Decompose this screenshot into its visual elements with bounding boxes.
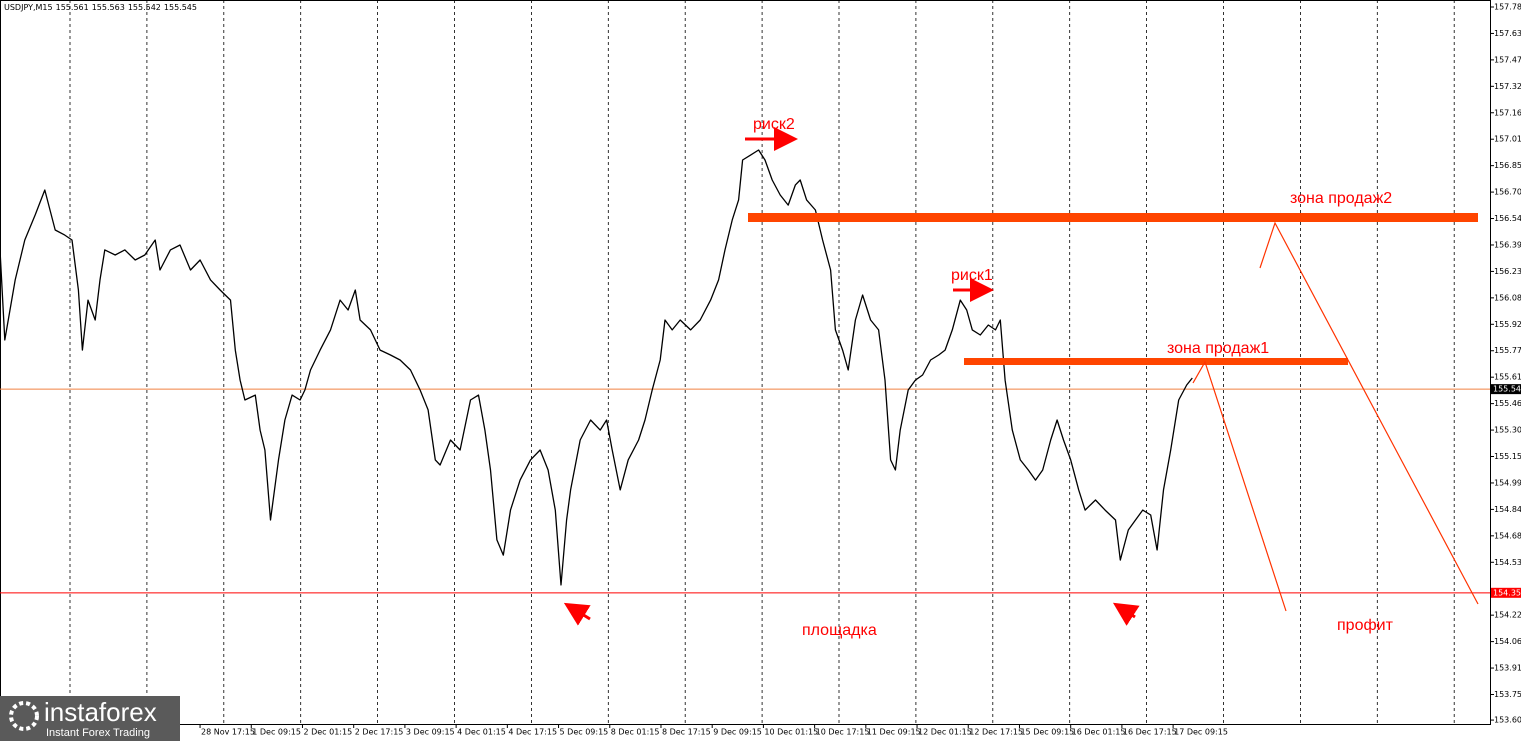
- sell-zone-1: [964, 358, 1348, 365]
- sell-zone-2: [748, 213, 1478, 222]
- y-tick-label: 154.685: [1494, 531, 1521, 540]
- y-tick-label: 155.460: [1494, 399, 1521, 408]
- y-tick-label: 156.855: [1494, 161, 1521, 170]
- x-tick-label: 17 Dec 09:15: [1174, 728, 1228, 737]
- x-tick-label: 10 Dec 17:15: [816, 728, 870, 737]
- y-tick-label: 154.220: [1494, 611, 1521, 620]
- y-tick-label: 154.530: [1494, 558, 1521, 567]
- y-tick-label: 154.065: [1494, 637, 1521, 646]
- x-tick-label: 1 Dec 09:15: [252, 728, 301, 737]
- ohlc-value: 155.561: [55, 3, 89, 12]
- profit-path: [1192, 360, 1287, 612]
- y-tick-label: 156.390: [1494, 240, 1521, 249]
- y-tick-label: 157.010: [1494, 135, 1521, 144]
- x-tick-label: 16 Dec 17:15: [1123, 728, 1177, 737]
- x-tick-label: 2 Dec 01:15: [303, 728, 352, 737]
- watermark: instaforex Instant Forex Trading: [0, 696, 180, 741]
- y-tick-label: 155.615: [1494, 373, 1521, 382]
- x-tick-label: 12 Dec 17:15: [969, 728, 1023, 737]
- y-tick-label: 153.755: [1494, 690, 1521, 699]
- x-tick-label: 9 Dec 09:15: [713, 728, 762, 737]
- y-tick-label: 157.630: [1494, 29, 1521, 38]
- support-arrow: [1112, 602, 1140, 626]
- x-tick-label: 10 Dec 01:15: [764, 728, 818, 737]
- y-tick-label: 154.995: [1494, 478, 1521, 487]
- x-tick-label: 12 Dec 01:15: [918, 728, 972, 737]
- annotation: площадка: [802, 622, 877, 639]
- annotation: профит: [1337, 617, 1394, 634]
- y-tick-label: 155.925: [1494, 320, 1521, 329]
- ohlc-value: 155.563: [91, 3, 125, 12]
- support-arrow: [563, 602, 591, 626]
- ohlc-value: 155.542: [127, 3, 161, 12]
- y-tick-label: 155.770: [1494, 346, 1521, 355]
- x-tick-label: 3 Dec 09:15: [406, 728, 455, 737]
- profit-path: [1259, 221, 1479, 605]
- x-tick-label: 8 Dec 17:15: [662, 728, 711, 737]
- price-box: [1491, 587, 1521, 598]
- y-tick-label: 157.320: [1494, 82, 1521, 91]
- x-tick-label: 28 Nov 17:15: [201, 728, 255, 737]
- y-tick-label: 156.700: [1494, 188, 1521, 197]
- price-label: 155.545: [1493, 385, 1521, 394]
- y-tick-label: 153.910: [1494, 664, 1521, 673]
- price-line: [0, 149, 1193, 586]
- y-tick-label: 157.165: [1494, 108, 1521, 117]
- annotation: риск2: [753, 116, 795, 133]
- y-tick-label: 153.605: [1494, 716, 1521, 725]
- tagline: Instant Forex Trading: [46, 727, 150, 739]
- x-tick-label: 4 Dec 01:15: [457, 728, 506, 737]
- y-tick-label: 157.785: [1494, 2, 1521, 11]
- x-tick-label: 4 Dec 17:15: [508, 728, 557, 737]
- y-tick-label: 154.840: [1494, 505, 1521, 514]
- y-tick-label: 156.080: [1494, 293, 1521, 302]
- annotation: риск1: [951, 267, 993, 284]
- price-box: [1491, 384, 1521, 395]
- y-tick-label: 157.475: [1494, 55, 1521, 64]
- x-tick-label: 2 Dec 17:15: [355, 728, 404, 737]
- x-tick-label: 5 Dec 09:15: [560, 728, 609, 737]
- y-tick-label: 156.545: [1494, 214, 1521, 223]
- x-tick-label: 8 Dec 01:15: [611, 728, 660, 737]
- x-tick-label: 11 Dec 09:15: [867, 728, 921, 737]
- x-tick-label: 15 Dec 09:15: [1020, 728, 1074, 737]
- chart-header: USDJPY,M15 155.561 155.563 155.542 155.545: [4, 3, 200, 12]
- annotation: зона продаж2: [1290, 190, 1392, 207]
- x-tick-label: 16 Dec 01:15: [1072, 728, 1126, 737]
- brand: instaforex: [44, 697, 157, 727]
- y-tick-label: 155.305: [1494, 426, 1521, 435]
- price-label: 154.351: [1493, 588, 1521, 597]
- y-tick-label: 155.150: [1494, 452, 1521, 461]
- symbol: USDJPY,M15: [4, 3, 53, 12]
- y-tick-label: 156.235: [1494, 267, 1521, 276]
- ohlc-value: 155.545: [163, 3, 197, 12]
- annotation: зона продаж1: [1167, 340, 1269, 357]
